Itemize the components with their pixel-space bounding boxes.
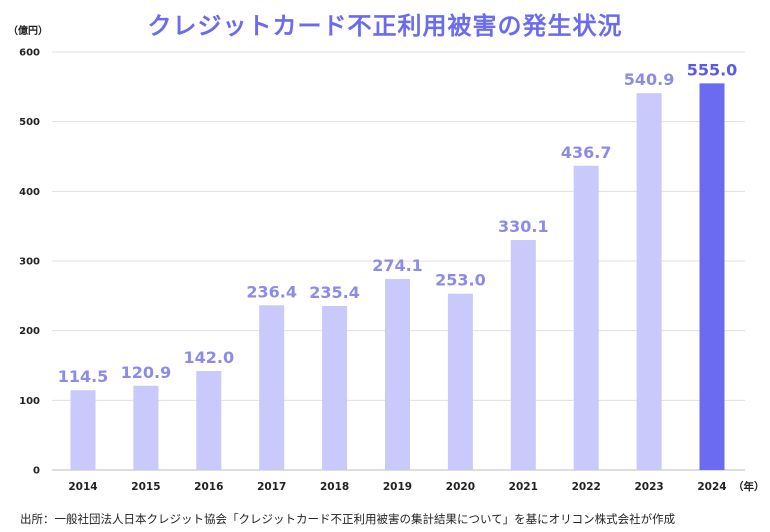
- x-tick-label: 2016: [194, 481, 223, 493]
- data-label: 120.9: [121, 363, 172, 382]
- data-label: 142.0: [183, 348, 234, 367]
- bar: [447, 293, 473, 470]
- x-axis-label: （年）: [733, 480, 765, 493]
- x-tick-label: 2014: [68, 481, 97, 493]
- bar: [636, 93, 662, 470]
- y-tick-label: 600: [19, 48, 40, 59]
- bar: [259, 305, 285, 470]
- bar: [510, 240, 536, 470]
- bar: [196, 371, 222, 470]
- y-tick-label: 400: [19, 187, 40, 198]
- y-axis-label: （億円）: [8, 24, 48, 37]
- y-tick-label: 500: [19, 117, 40, 128]
- data-label: 555.0: [687, 60, 738, 79]
- y-tick-label: 300: [19, 257, 40, 268]
- x-tick-label: 2023: [634, 481, 663, 493]
- y-tick-label: 100: [19, 396, 40, 407]
- axes: 0 100 200 300 400 500 600 （億円） 2014 2015 2016 2017 2…: [8, 24, 765, 493]
- bar: [133, 385, 159, 470]
- data-labels: 114.5 120.9 142.0 236.4 235.4 274.1 253.0 330.1…: [58, 60, 738, 386]
- data-label: 330.1: [498, 217, 549, 236]
- data-label: 274.1: [372, 256, 423, 275]
- x-tick-label: 2017: [257, 481, 286, 493]
- data-label: 253.0: [435, 271, 486, 290]
- bar: [573, 165, 599, 470]
- bars: [70, 83, 725, 470]
- bar: [70, 390, 96, 470]
- bar: [322, 306, 348, 470]
- y-tick-label: 0: [33, 466, 40, 477]
- chart-title: クレジットカード不正利用被害の発生状況: [147, 12, 623, 40]
- data-label: 540.9: [624, 70, 675, 89]
- x-tick-label: 2024: [697, 481, 726, 493]
- x-tick-label: 2018: [320, 481, 349, 493]
- x-tick-label: 2019: [383, 481, 412, 493]
- data-label: 236.4: [246, 282, 297, 301]
- x-tick-label: 2021: [509, 481, 538, 493]
- x-tick-label: 2015: [131, 481, 160, 493]
- source-note: 出所：一般社団法人日本クレジット協会「クレジットカード不正利用被害の集計結果につ…: [20, 512, 676, 526]
- data-label: 235.4: [309, 283, 360, 302]
- data-label: 436.7: [561, 143, 612, 162]
- x-tick-label: 2022: [572, 481, 601, 493]
- bar: [385, 279, 410, 470]
- data-label: 114.5: [58, 367, 109, 386]
- bar: [699, 83, 725, 470]
- x-tick-label: 2020: [446, 481, 475, 493]
- y-tick-label: 200: [19, 326, 40, 337]
